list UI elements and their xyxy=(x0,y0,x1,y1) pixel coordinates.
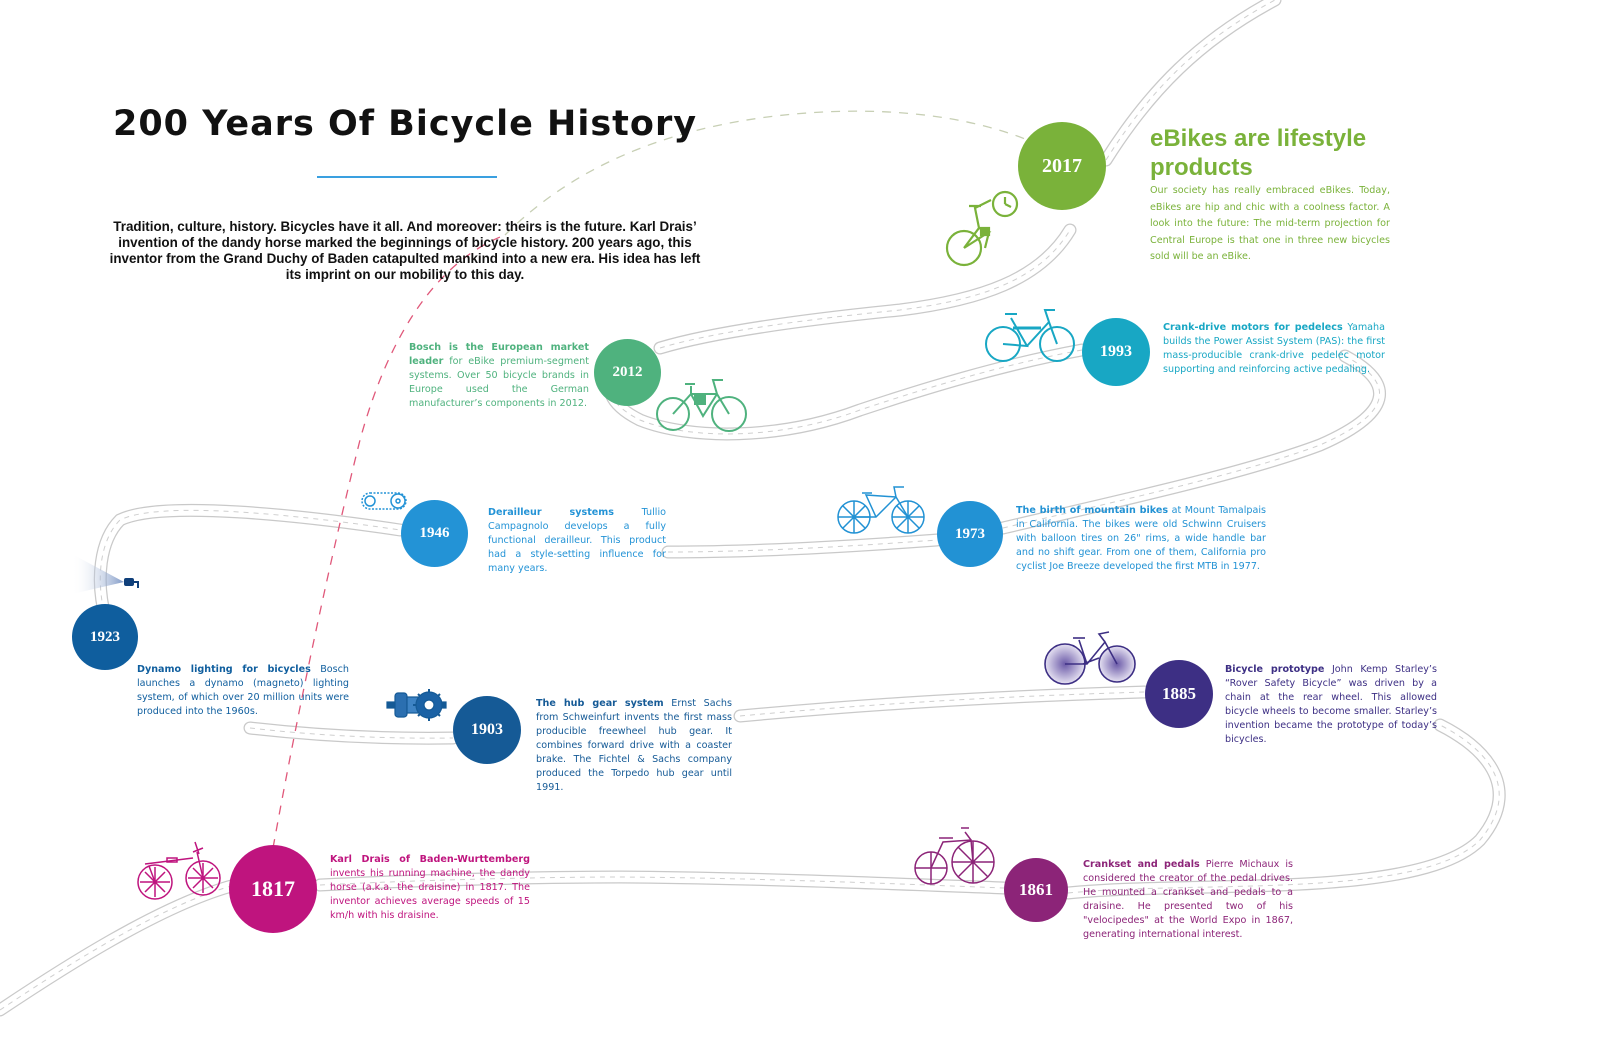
year-node-1861: 1861 xyxy=(1004,858,1068,922)
year-node-1885: 1885 xyxy=(1145,660,1213,728)
dandy-horse-icon xyxy=(137,841,221,900)
road-segment-1-dash xyxy=(0,884,236,1011)
road-segment-5-dash xyxy=(249,727,454,739)
road-segment-6-dash xyxy=(99,509,401,621)
milestone-body: Pierre Michaux is considered the creator… xyxy=(1083,859,1293,940)
pedelec-icon xyxy=(985,309,1075,362)
milestone-text-1903: The hub gear system Ernst Sachs from Sch… xyxy=(536,697,732,795)
milestone-heading: Dynamo lighting for bicycles xyxy=(137,664,311,675)
milestone-text-1861: Crankset and pedals Pierre Michaux is co… xyxy=(1083,858,1293,942)
milestone-body: Bosch launches a dynamo (magneto) lighti… xyxy=(137,664,349,717)
year-label: 1861 xyxy=(1019,880,1053,899)
milestone-body: Yamaha builds the Power Assist System (P… xyxy=(1163,322,1386,375)
road-segment-4-dash xyxy=(739,691,1146,717)
milestone-body: Ernst Sachs from Schweinfurt invents the… xyxy=(536,698,732,793)
page-title: 200 Years Of Bicycle History xyxy=(112,104,698,144)
milestone-heading: The birth of mountain bikes xyxy=(1016,505,1169,516)
dashed-connector-red xyxy=(272,234,506,849)
milestone-body: for eBike premium-segment systems. Over … xyxy=(409,356,589,409)
milestone-text-1885: Bicycle prototype John Kemp Starley’s “R… xyxy=(1225,663,1437,747)
year-label: 2017 xyxy=(1042,154,1082,177)
road-segment-7-dash xyxy=(667,539,938,553)
milestone-heading: Karl Drais of Baden-Wurttemberg xyxy=(330,854,530,865)
hub-gear-icon xyxy=(386,689,447,721)
road-segment-11-dash xyxy=(1105,0,1276,161)
year-label: 1817 xyxy=(251,876,295,901)
year-node-1817: 1817 xyxy=(229,845,317,933)
year-label: 1923 xyxy=(90,628,120,645)
milestone-heading: Bicycle prototype xyxy=(1225,664,1325,675)
year-label: 1946 xyxy=(419,525,450,541)
milestone-body: Tullio Campagnolo develops a fully funct… xyxy=(488,507,666,574)
milestone-text-1923: Dynamo lighting for bicycles Bosch launc… xyxy=(137,663,349,719)
year-label: 1903 xyxy=(471,721,503,738)
title-underline xyxy=(317,176,497,178)
milestone-heading: The hub gear system xyxy=(536,698,664,709)
road-segment-10-dash xyxy=(659,229,1071,349)
road-segment-2-dash xyxy=(319,876,1005,889)
milestone-body: Our society has really embraced eBikes. … xyxy=(1150,185,1390,262)
milestone-text-1817: Karl Drais of Baden-Wurttemberg invents … xyxy=(330,853,530,923)
year-label: 1885 xyxy=(1162,684,1196,703)
derailleur-icon xyxy=(361,492,407,510)
safety-bicycle-icon xyxy=(1044,631,1136,685)
milestone-text-2012: Bosch is the European market leader for … xyxy=(409,341,589,411)
milestone-heading: Bosch is the European market leader xyxy=(409,342,589,367)
milestone-heading: Crank-drive motors for pedelecs xyxy=(1163,322,1343,333)
milestone-body: invents his running machine, the dandy h… xyxy=(330,868,530,921)
road-segment-3-inner xyxy=(1062,719,1505,899)
dashed-connector-gray xyxy=(504,110,1051,236)
road-segment-8-inner xyxy=(997,350,1385,534)
road-segment-9-dash xyxy=(609,349,1083,435)
year-label: 1993 xyxy=(1100,343,1132,360)
intro-paragraph: Tradition, culture, history. Bicycles ha… xyxy=(109,219,701,282)
year-node-1973: 1973 xyxy=(937,501,1003,567)
milestone-heading: Derailleur systems xyxy=(488,507,615,518)
milestone-body: at Mount Tamalpais in California. The bi… xyxy=(1016,505,1266,572)
year-node-2017: 2017 xyxy=(1018,122,1106,210)
dynamo-lamp-icon xyxy=(72,554,139,594)
year-label: 2012 xyxy=(612,364,643,380)
milestone-text-2017: Our society has really embraced eBikes. … xyxy=(1150,183,1390,266)
year-node-2012: 2012 xyxy=(594,339,661,406)
road-segment-6-inner xyxy=(95,505,406,626)
milestone-text-1973: The birth of mountain bikes at Mount Tam… xyxy=(1016,504,1266,574)
year-label: 1973 xyxy=(955,525,985,542)
year-node-1923: 1923 xyxy=(72,604,138,670)
lifestyle-ebike-icon xyxy=(945,190,1019,267)
velocipede-icon xyxy=(914,827,995,885)
mountain-bike-icon xyxy=(837,486,925,534)
year-node-1993: 1993 xyxy=(1082,318,1150,386)
ebike-icon xyxy=(656,379,747,432)
milestone-heading: Crankset and pedals xyxy=(1083,859,1200,870)
milestone-body: John Kemp Starley’s “Rover Safety Bicycl… xyxy=(1225,664,1437,745)
milestone-heading-2017: eBikes are lifestyle products xyxy=(1150,125,1367,181)
milestone-text-1993: Crank-drive motors for pedelecs Yamaha b… xyxy=(1163,321,1385,377)
year-node-1946: 1946 xyxy=(401,500,468,567)
milestone-text-1946: Derailleur systems Tullio Campagnolo dev… xyxy=(488,506,666,576)
year-node-1903: 1903 xyxy=(453,696,521,764)
